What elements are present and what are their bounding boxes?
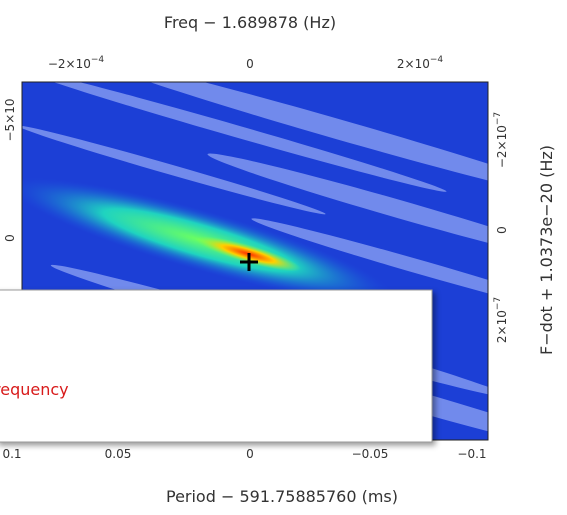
tick-label: 0 (3, 234, 17, 242)
tick-label: −2×10−7 (493, 112, 509, 168)
tick-label: 2×10−4 (397, 55, 444, 71)
tick-exp: −7 (493, 297, 503, 310)
tick-base: 0 (3, 234, 17, 242)
tick-exp: −4 (91, 55, 105, 65)
tick-base: −2×10 (48, 57, 91, 71)
tick-base: 0 (495, 226, 509, 234)
tick-label: −5×10 (3, 98, 17, 141)
tick-label: 0 (246, 57, 254, 71)
tick-label: −2×10−4 (48, 55, 105, 71)
tick-label: 0 (246, 447, 254, 461)
overlay-text: requency (0, 380, 69, 399)
tick-label: 2×10−7 (493, 297, 509, 343)
tick-label: −0.05 (352, 447, 389, 461)
top-axis-label: Freq − 1.689878 (Hz) (164, 13, 336, 32)
tick-label: −0.1 (457, 447, 486, 461)
tick-base: 2×10 (397, 57, 430, 71)
tick-label: 0.05 (105, 447, 132, 461)
tick-base: 2×10 (495, 310, 509, 343)
tick-base: −2×10 (495, 125, 509, 168)
tick-label: 0.1 (2, 447, 21, 461)
overlay-box (0, 289, 433, 443)
tick-exp: −4 (430, 55, 444, 65)
tick-base: 0 (246, 57, 254, 71)
tick-label: 0 (495, 226, 509, 234)
tick-base: −5×10 (3, 98, 17, 141)
bottom-axis-label: Period − 591.75885760 (ms) (166, 487, 398, 506)
tick-exp: −7 (493, 112, 503, 125)
right-axis-label: F−dot + 1.0373e−20 (Hz) (537, 145, 556, 355)
